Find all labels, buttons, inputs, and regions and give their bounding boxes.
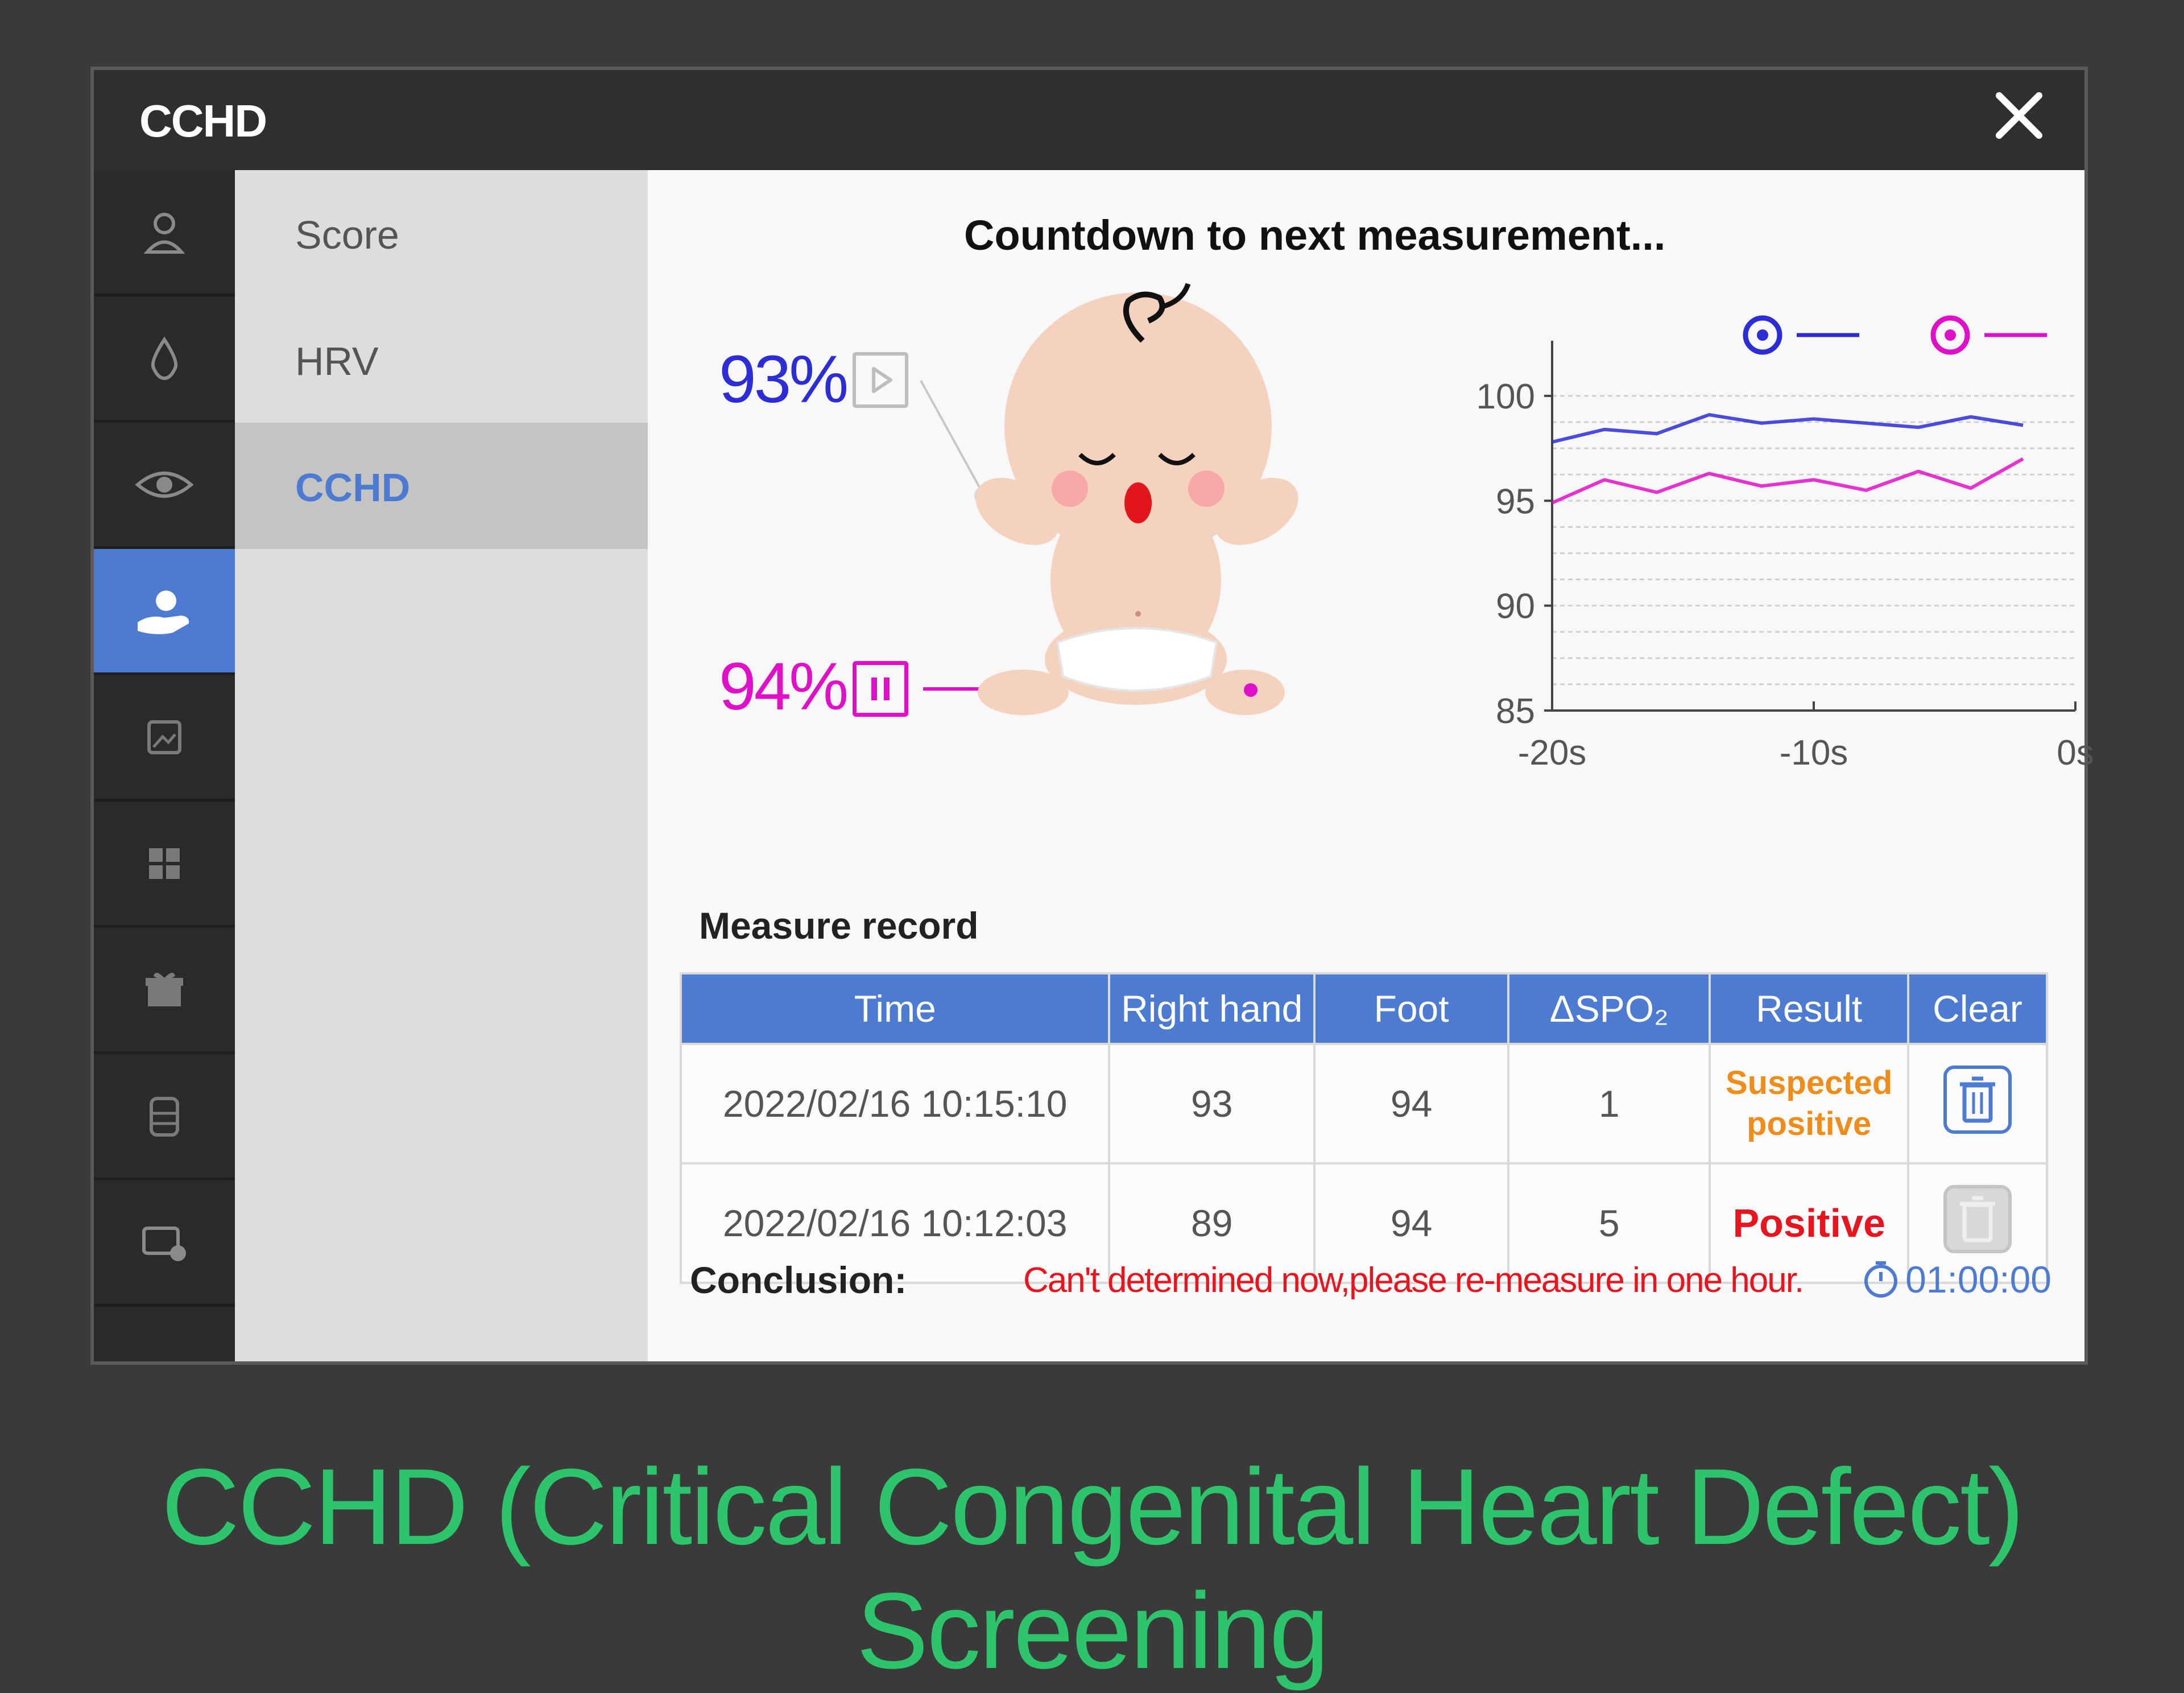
timer-icon bbox=[1864, 1261, 1898, 1298]
conclusion-text: Can't determined now,please re-measure i… bbox=[1023, 1261, 1804, 1300]
sidebar-item-storage[interactable] bbox=[94, 1054, 235, 1180]
sidebar-item-user[interactable] bbox=[94, 170, 235, 296]
cell-delta-spo2: 5 bbox=[1507, 1162, 1711, 1284]
title-bar: CCHD bbox=[94, 70, 2084, 170]
play-button[interactable] bbox=[853, 352, 908, 408]
result-suspected-positive: Suspected positive bbox=[1726, 1064, 1893, 1142]
clear-record-button-disabled bbox=[1941, 1182, 2015, 1256]
foot-spo2: 94% bbox=[719, 649, 849, 724]
grid-icon bbox=[149, 848, 180, 879]
timer-value: 01:00:00 bbox=[1905, 1258, 2051, 1300]
trash-icon bbox=[1943, 1065, 2012, 1134]
y-tick-label: 100 bbox=[1476, 377, 1535, 416]
sidebar-item-cchd[interactable] bbox=[94, 549, 235, 675]
remeasure-timer: 01:00:00 bbox=[1861, 1258, 2051, 1301]
sidebar-item-image[interactable] bbox=[94, 675, 235, 802]
menu-item-cchd[interactable]: CCHD bbox=[235, 423, 648, 549]
cell-clear bbox=[1907, 1043, 2048, 1165]
cell-foot: 94 bbox=[1313, 1162, 1509, 1284]
storage-icon bbox=[150, 1096, 179, 1137]
clear-record-button[interactable] bbox=[1941, 1063, 2015, 1137]
cell-right-hand: 93 bbox=[1108, 1043, 1316, 1165]
column-header-foot: Foot bbox=[1313, 972, 1509, 1045]
sidebar-item-grid[interactable] bbox=[94, 802, 235, 928]
baby-hand-icon bbox=[138, 590, 189, 634]
cell-delta-spo2: 1 bbox=[1507, 1043, 1711, 1165]
pause-icon bbox=[871, 678, 890, 700]
trash-icon bbox=[1943, 1184, 2012, 1253]
foot-icon bbox=[1930, 315, 1970, 355]
column-header-result: Result bbox=[1709, 972, 1910, 1045]
cchd-window: CCHD bbox=[90, 67, 2092, 1365]
window-title: CCHD bbox=[139, 96, 267, 146]
sidebar-item-drop[interactable] bbox=[94, 296, 235, 423]
cell-time: 2022/02/16 10:12:03 bbox=[679, 1162, 1111, 1284]
y-tick-label: 85 bbox=[1496, 692, 1535, 731]
table-row: 2022/02/16 10:12:03 89 94 5 Positive bbox=[679, 1162, 2048, 1284]
feature-menu: Score HRV CCHD bbox=[235, 170, 648, 1361]
menu-item-label: HRV bbox=[295, 339, 379, 383]
x-tick-label: -20s bbox=[1518, 733, 1587, 773]
table-row: 2022/02/16 10:15:10 93 94 1 Suspected po… bbox=[679, 1043, 2048, 1165]
menu-item-hrv[interactable]: HRV bbox=[235, 296, 648, 423]
cchd-panel: Countdown to next measurement... 93% bbox=[648, 170, 2092, 1361]
cell-result: Suspected positive bbox=[1709, 1043, 1910, 1165]
close-icon[interactable] bbox=[1988, 87, 2050, 150]
device-icon bbox=[142, 1226, 186, 1261]
feature-caption: CCHD (Critical Congenital Heart Defect) … bbox=[161, 1447, 2024, 1691]
play-icon bbox=[872, 367, 892, 393]
eye-icon bbox=[135, 471, 194, 498]
series-line-2 bbox=[1551, 457, 2024, 505]
menu-item-score[interactable]: Score bbox=[235, 170, 648, 296]
menu-item-label: CCHD bbox=[295, 465, 411, 510]
table-header-row: Time Right hand Foot ΔSPO₂ Result Clear bbox=[679, 972, 2048, 1045]
drop-icon bbox=[151, 336, 178, 380]
sidebar-item-gift[interactable] bbox=[94, 928, 235, 1054]
measure-record-table: Time Right hand Foot ΔSPO₂ Result Clear … bbox=[679, 972, 2048, 1284]
cell-foot: 94 bbox=[1313, 1043, 1509, 1165]
cell-clear bbox=[1907, 1162, 2048, 1284]
spo2-trend-chart: 85 90 95 100 -20s -10s 0s bbox=[1476, 315, 2092, 773]
y-tick-label: 90 bbox=[1496, 587, 1535, 626]
x-tick-label: 0s bbox=[2057, 733, 2092, 773]
series-line-1 bbox=[1552, 413, 2024, 444]
right-hand-spo2: 93% bbox=[719, 342, 849, 417]
column-header-delta-spo2: ΔSPO₂ bbox=[1507, 972, 1711, 1045]
conclusion-label: Conclusion: bbox=[690, 1259, 907, 1301]
column-header-right-hand: Right hand bbox=[1108, 972, 1316, 1045]
pause-button[interactable] bbox=[853, 661, 908, 717]
x-tick-label: -10s bbox=[1780, 733, 1848, 773]
user-icon bbox=[143, 212, 185, 254]
y-tick-label: 95 bbox=[1496, 482, 1535, 521]
countdown-title: Countdown to next measurement... bbox=[964, 212, 1666, 259]
gift-icon bbox=[146, 972, 183, 1006]
sidebar-item-device[interactable] bbox=[94, 1180, 235, 1307]
right-hand-icon bbox=[1743, 315, 1782, 355]
column-header-clear: Clear bbox=[1907, 972, 2048, 1045]
cell-right-hand: 89 bbox=[1108, 1162, 1316, 1284]
image-icon bbox=[147, 720, 181, 754]
result-positive: Positive bbox=[1732, 1201, 1885, 1245]
sidebar-item-eye[interactable] bbox=[94, 423, 235, 549]
measure-record-label: Measure record bbox=[699, 905, 979, 947]
icon-sidebar bbox=[94, 170, 235, 1361]
cell-time: 2022/02/16 10:15:10 bbox=[679, 1043, 1111, 1165]
menu-item-label: Score bbox=[295, 213, 399, 257]
column-header-time: Time bbox=[679, 972, 1111, 1045]
